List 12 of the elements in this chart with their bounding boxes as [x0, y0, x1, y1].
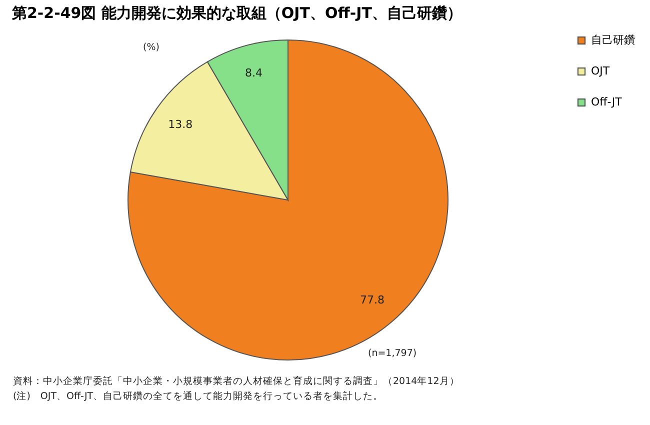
text: 資料：中小企業庁委託「中小企業・小規模事業者の人材確保と育成に関する調査」（2014年12月） — [13, 375, 460, 387]
data-label: 13.8 — [168, 118, 193, 131]
legend-label: 自己研鑽 — [591, 34, 635, 46]
text: (n=1,797) — [368, 348, 417, 359]
text: (%) — [143, 42, 160, 53]
legend-label: Off-JT — [591, 96, 622, 108]
data-label: 77.8 — [360, 294, 385, 307]
chart-title: 第2-2-49図 能力開発に効果的な取組（OJT、Off-JT、自己研鑽） — [11, 4, 462, 22]
pie-slice — [128, 40, 448, 360]
legend-label: OJT — [591, 64, 610, 78]
data-label: 8.4 — [245, 66, 263, 80]
text: (注) OJT、Off-JT、自己研鑽の全てを通して能力開発を行っている者を集計した。 — [13, 390, 384, 402]
